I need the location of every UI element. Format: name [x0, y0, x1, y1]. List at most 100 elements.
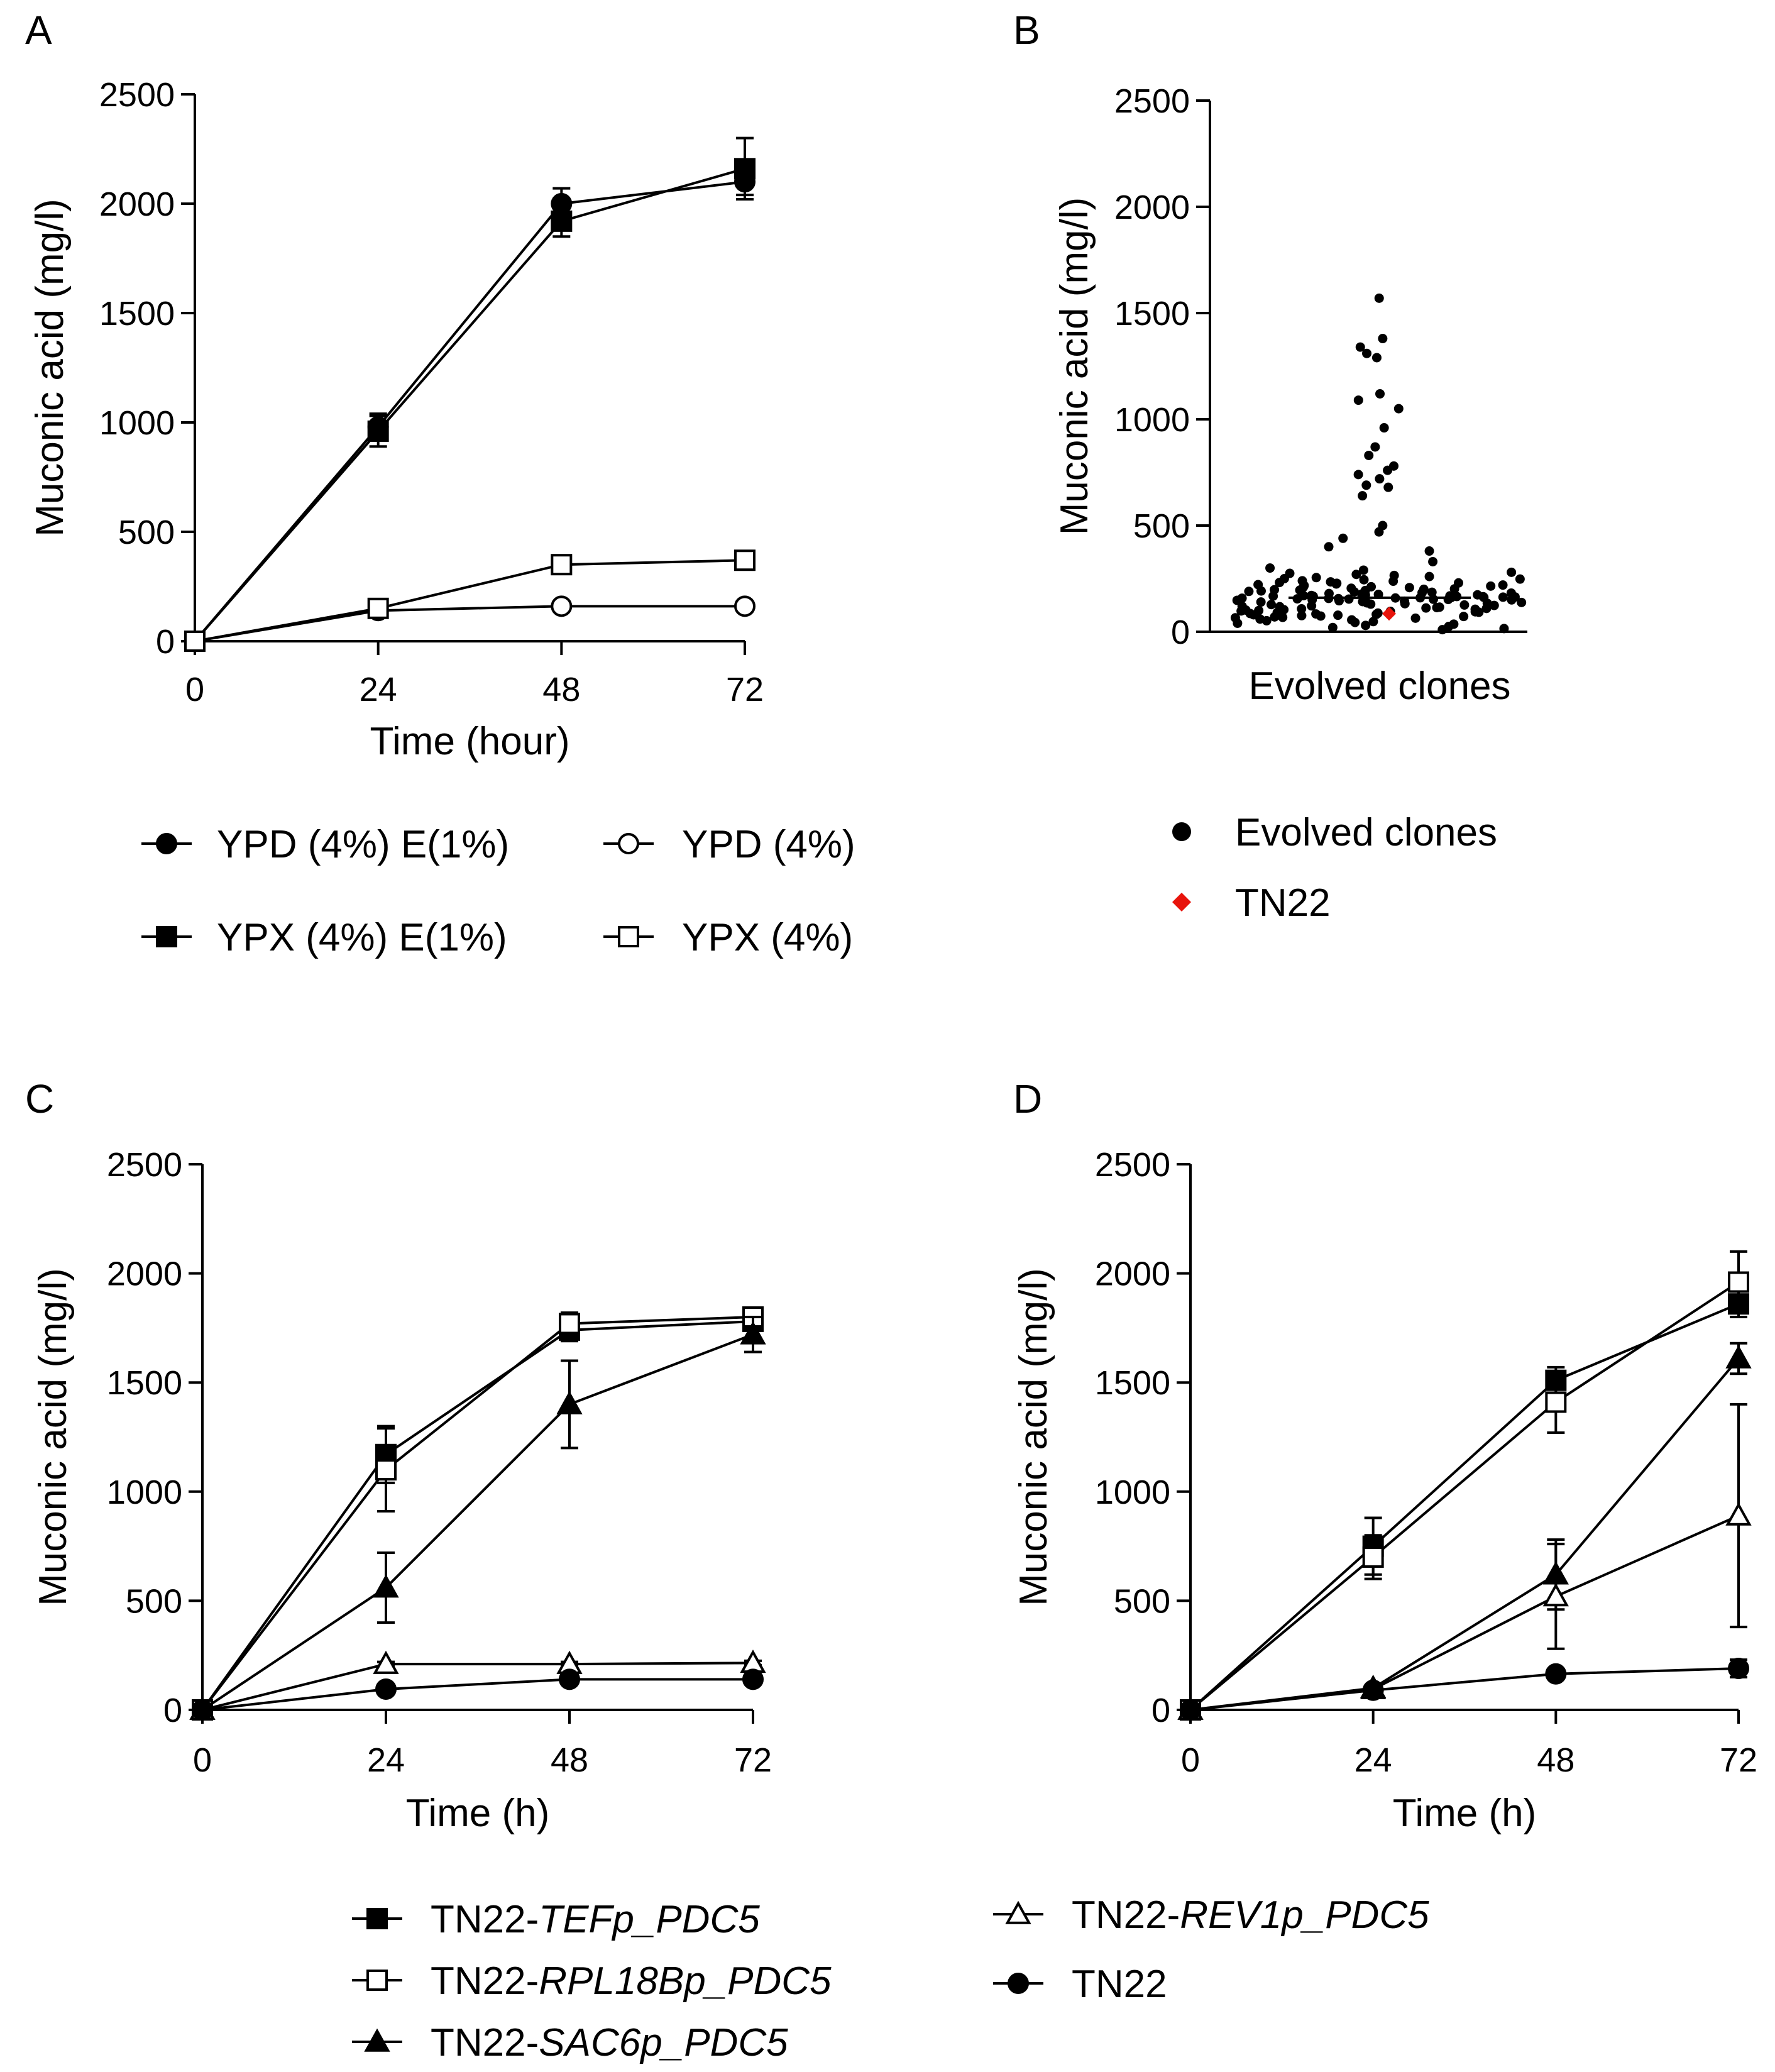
data-point: [1368, 617, 1378, 627]
x-tick-label: 24: [1355, 1741, 1392, 1779]
y-tick-label: 1000: [99, 404, 175, 442]
legend-marker: [156, 926, 177, 947]
y-tick-label: 1500: [1114, 295, 1190, 333]
legend-label: TN22-REV1p_PDC5: [1072, 1893, 1429, 1937]
panel-label: A: [25, 8, 52, 53]
legend-label: TN22-SAC6p_PDC5: [431, 2021, 788, 2064]
data-point: [1362, 1679, 1384, 1701]
data-point: [1443, 595, 1453, 605]
series-line: [1189, 1303, 1739, 1711]
panel-label: B: [1013, 8, 1040, 53]
data-point: [1428, 556, 1438, 566]
data-point: [1404, 583, 1414, 593]
data-point: [1338, 533, 1348, 543]
series-line: [201, 1316, 754, 1711]
data-point: [1359, 575, 1369, 585]
data-point: [1307, 601, 1317, 611]
y-axis-title: Muconic acid (mg/l): [1053, 197, 1096, 535]
series-tn22: [192, 1668, 764, 1721]
data-point: [1375, 474, 1385, 484]
data-point: [1256, 586, 1266, 596]
data-point: [1499, 624, 1509, 634]
data-point: [1424, 571, 1434, 581]
data-point: [1324, 542, 1334, 552]
data-point: [1449, 584, 1459, 594]
data-point: [1270, 612, 1280, 622]
data-point: [1725, 1345, 1752, 1369]
data-point: [1236, 606, 1246, 616]
data-point: [1361, 480, 1371, 490]
legend-prefix: TN22: [1072, 1963, 1167, 2006]
legend-label: YPX (4%) E(1%): [217, 916, 507, 959]
data-point: [1233, 618, 1243, 628]
data-point: [1256, 597, 1266, 607]
series-line: [194, 605, 745, 642]
legend-label: TN22-TEFp_PDC5: [431, 1898, 760, 1941]
y-tick-label: 1000: [1095, 1474, 1170, 1511]
legend-item: TN22-REV1p_PDC5: [993, 1893, 1429, 1937]
series-tn22-tefp-pdc5: [1180, 1289, 1749, 1721]
data-point: [1362, 1546, 1384, 1568]
x-tick-label: 0: [185, 671, 204, 708]
series-line: [1190, 1667, 1739, 1711]
data-point: [1350, 617, 1360, 627]
y-tick-label: 1000: [107, 1474, 182, 1511]
legend-item: YPX (4%) E(1%): [141, 916, 507, 959]
y-tick-label: 2500: [99, 76, 175, 114]
x-axis-title: Time (h): [406, 1792, 549, 1835]
data-point: [1379, 423, 1389, 433]
legend-item: YPX (4%): [603, 916, 853, 959]
data-point: [1349, 587, 1360, 597]
data-point: [734, 549, 756, 571]
data-point: [1542, 1583, 1569, 1607]
x-axis-title: Time (hour): [370, 720, 569, 763]
series-tn22: [1180, 1658, 1749, 1721]
legend-item: TN22: [993, 1963, 1167, 2006]
data-point: [1344, 594, 1354, 604]
legend-marker: [1005, 1900, 1031, 1924]
legend-item: TN22-TEFp_PDC5: [352, 1898, 760, 1941]
data-point: [1507, 567, 1517, 577]
data-point: [1489, 600, 1499, 610]
series-ypx-4-e-1-: [184, 136, 756, 652]
data-point: [1316, 611, 1326, 621]
legend-label: TN22: [1235, 881, 1331, 925]
tn22-point: [1382, 607, 1396, 621]
legend-prefix: TN22-: [1072, 1893, 1180, 1937]
series-ypx-4-: [184, 549, 756, 652]
y-tick-label: 0: [156, 623, 175, 661]
data-point: [375, 1678, 397, 1700]
legend-marker: [1172, 893, 1191, 912]
data-point: [1362, 348, 1372, 358]
data-point: [1545, 1391, 1567, 1413]
data-point: [1507, 595, 1517, 605]
data-point: [1728, 1271, 1749, 1293]
legend-item: Evolved clones: [1172, 811, 1497, 854]
data-point: [1331, 579, 1341, 589]
y-tick-label: 2000: [1095, 1255, 1170, 1293]
legend-marker: [1008, 1973, 1029, 1994]
legend-prefix: TN22-: [431, 2021, 539, 2064]
data-point: [551, 595, 573, 617]
legend-cd: TN22-TEFp_PDC5TN22-RPL18Bp_PDC5TN22-SAC6…: [352, 1893, 1429, 2064]
legend-item: YPD (4%) E(1%): [141, 823, 509, 866]
data-point: [1432, 602, 1442, 612]
x-tick-label: 72: [726, 671, 764, 708]
data-point: [1364, 450, 1374, 460]
data-point: [1427, 587, 1437, 597]
legend-label: YPX (4%): [682, 916, 853, 959]
data-point: [1311, 573, 1321, 583]
y-axis-title: Muconic acid (mg/l): [28, 199, 72, 536]
data-point: [1388, 576, 1399, 587]
data-point: [1358, 565, 1368, 575]
legend-marker: [366, 1908, 388, 1929]
legend-item: YPD (4%): [603, 823, 855, 866]
data-point: [1400, 598, 1410, 609]
data-point: [1351, 570, 1361, 580]
panel-c: C 0 500 1000 1500 2000 2500 0 24 48 72 Time (h) Muco…: [25, 1076, 772, 1835]
y-tick-label: 2500: [1095, 1146, 1170, 1184]
x-tick-label: 24: [360, 671, 397, 708]
legend-marker: [364, 2028, 390, 2052]
x-tick-label: 0: [1181, 1741, 1200, 1779]
